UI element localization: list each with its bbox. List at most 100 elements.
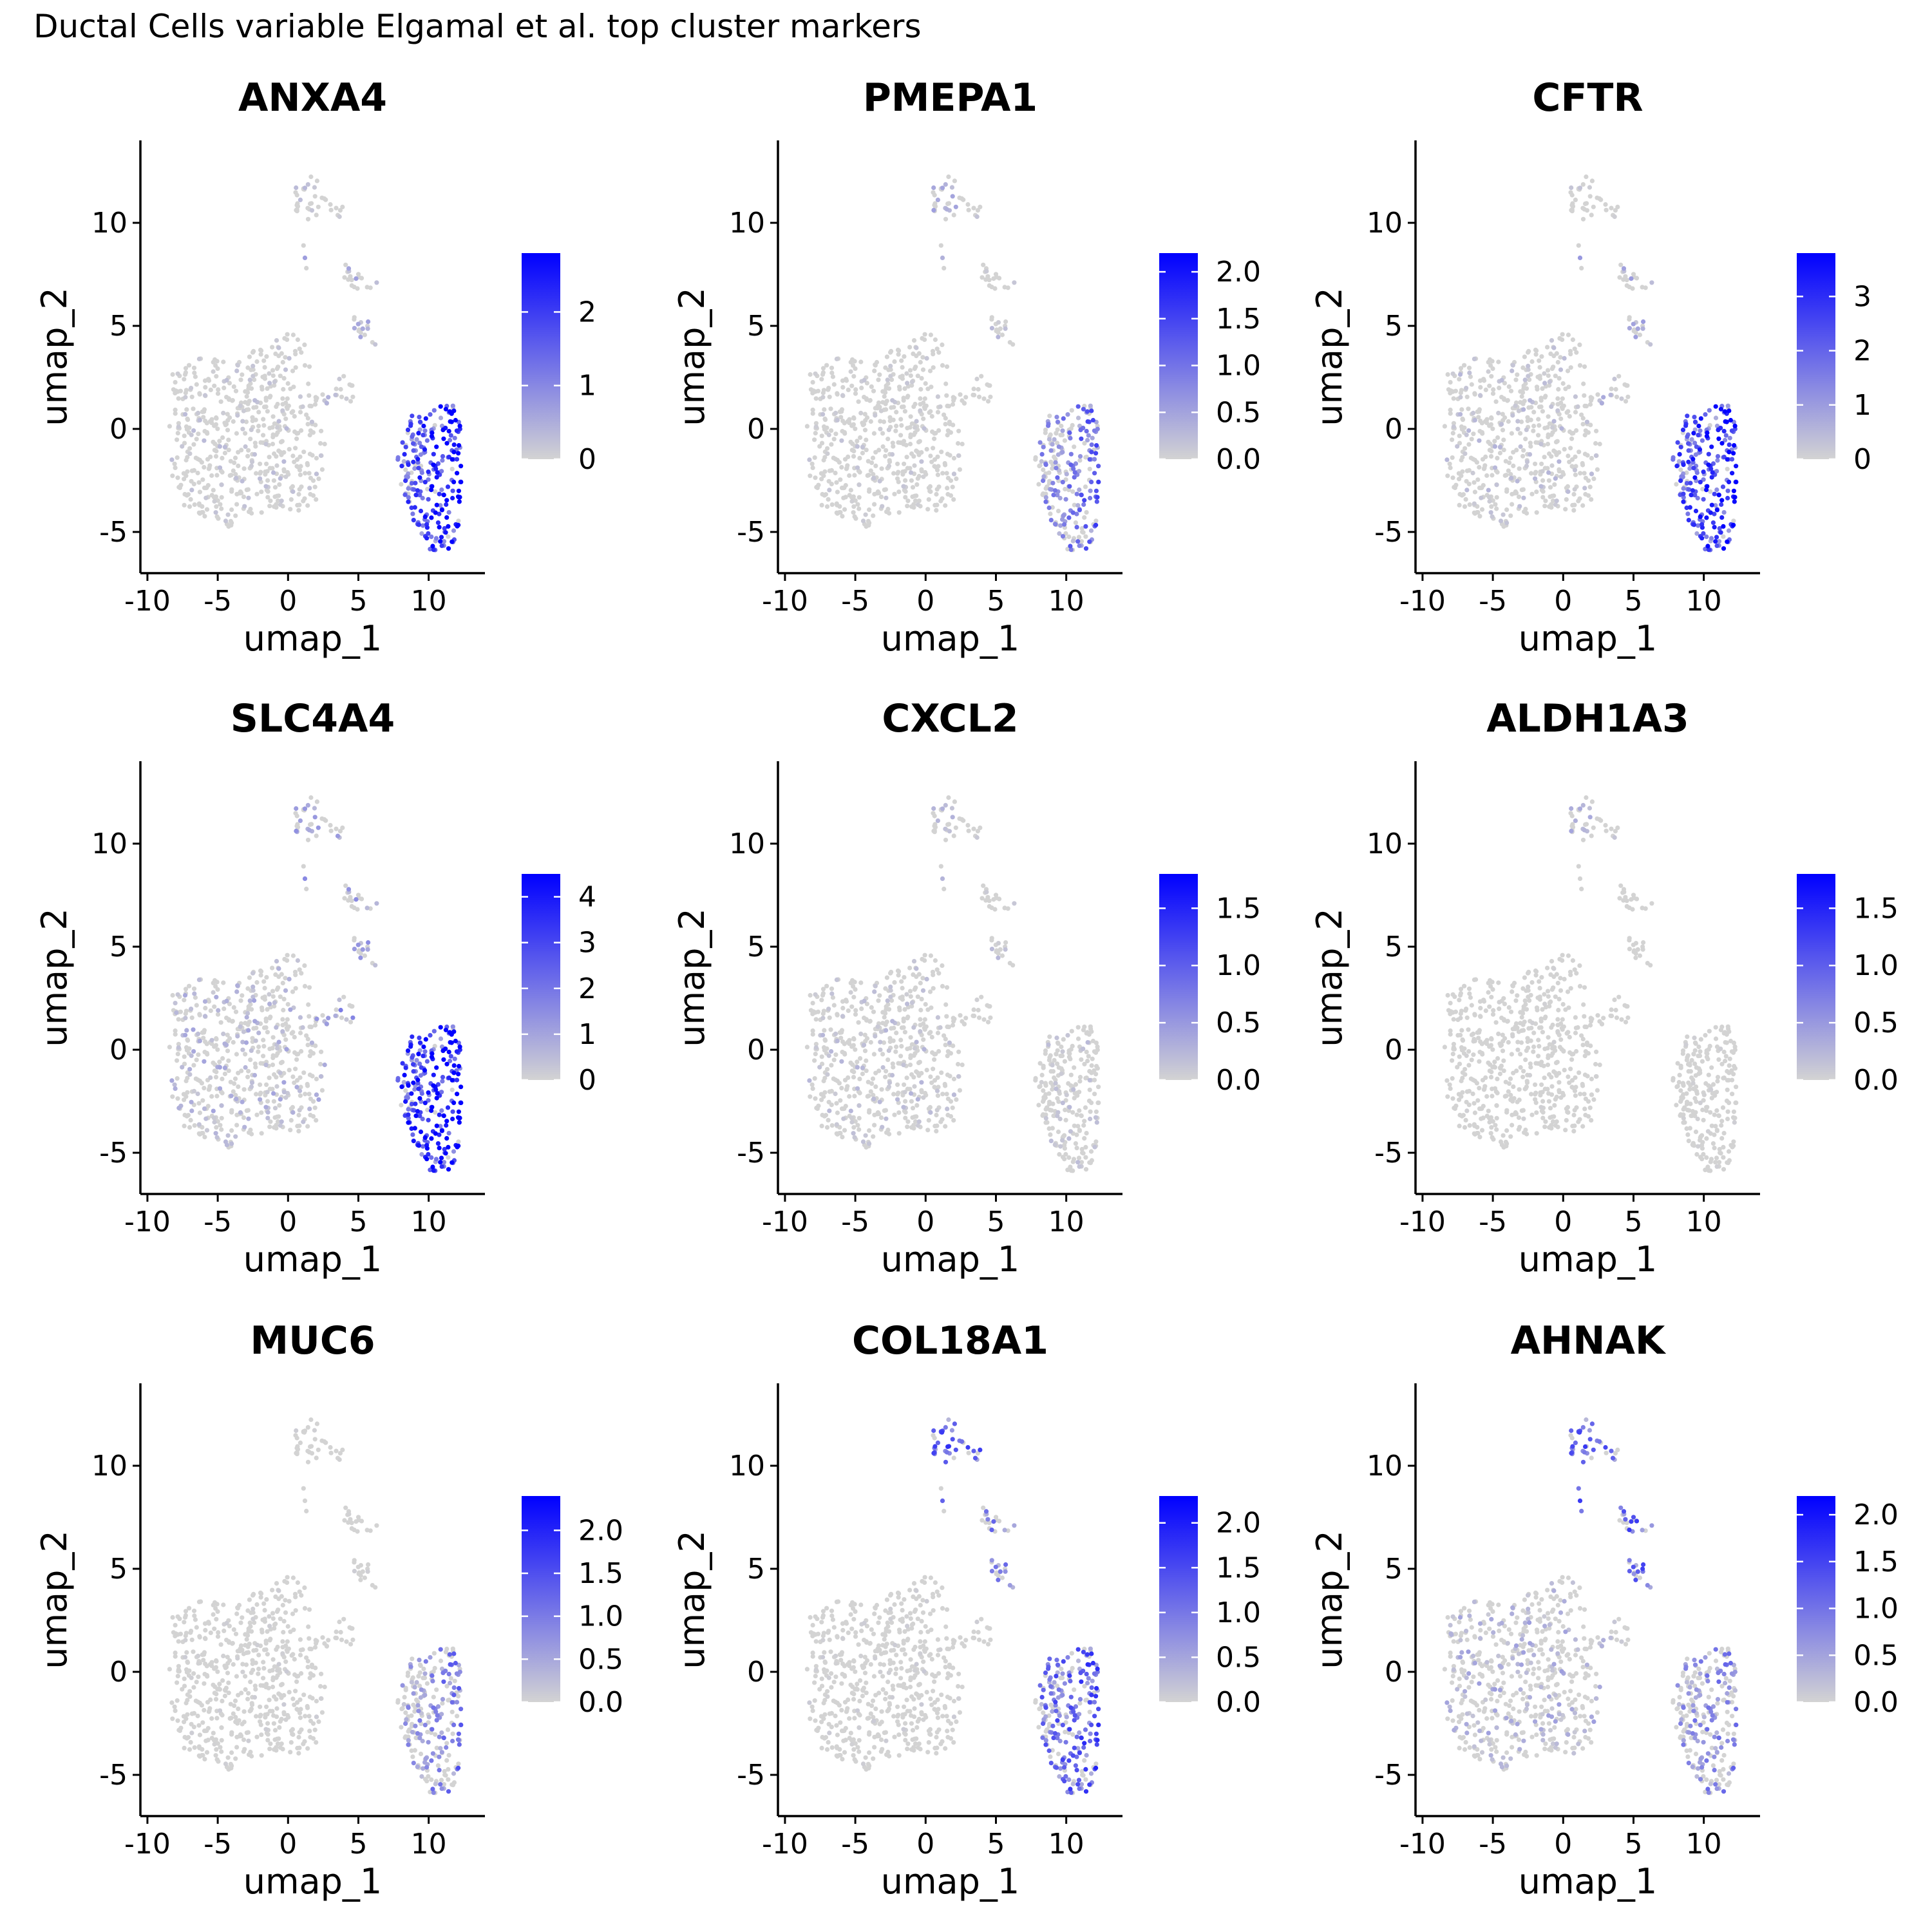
cell-point	[883, 1074, 888, 1079]
cell-point	[308, 475, 313, 480]
cell-point	[882, 1108, 887, 1113]
cell-point	[1463, 497, 1468, 502]
cell-point	[1567, 413, 1572, 419]
cell-point	[951, 1076, 956, 1082]
cell-point	[449, 1032, 454, 1037]
cell-point	[925, 507, 931, 512]
cell-point	[413, 1113, 419, 1119]
cell-point	[205, 1052, 210, 1057]
cell-point	[250, 418, 255, 424]
cell-point	[860, 450, 865, 456]
cell-point	[307, 433, 312, 438]
cell-point	[808, 1094, 813, 1099]
cell-point	[254, 491, 260, 497]
cell-point	[355, 321, 361, 327]
cell-point	[905, 381, 910, 386]
cell-point	[194, 1057, 199, 1063]
cell-point	[872, 502, 877, 507]
cell-point	[1498, 518, 1504, 524]
cell-point	[934, 507, 939, 513]
cell-point	[270, 994, 276, 999]
cell-point	[415, 488, 421, 493]
cell-point	[174, 1010, 179, 1016]
cell-point	[871, 1134, 876, 1139]
cell-point	[217, 444, 222, 449]
cell-point	[816, 1103, 821, 1108]
cell-point	[898, 1054, 904, 1059]
cell-point	[929, 1080, 934, 1085]
cell-point	[810, 1032, 815, 1037]
cell-point	[913, 365, 918, 370]
cell-point	[947, 453, 952, 458]
cell-point	[1731, 488, 1736, 493]
cell-point	[1069, 1028, 1074, 1034]
cell-point	[1067, 430, 1072, 435]
cell-point	[867, 1019, 873, 1024]
cell-point	[865, 473, 870, 478]
cell-point	[953, 825, 958, 830]
cell-point	[445, 1105, 451, 1110]
cell-point	[1496, 410, 1501, 416]
cell-point	[191, 1063, 196, 1068]
cell-point	[886, 427, 891, 433]
colorbar-tick-label: 1.0	[1216, 949, 1261, 982]
cell-point	[214, 1125, 219, 1130]
cell-point	[1542, 504, 1548, 509]
cell-point	[444, 1061, 450, 1066]
cell-point	[824, 1125, 830, 1130]
cell-point	[1499, 377, 1504, 383]
cell-point	[419, 470, 424, 475]
cell-point	[448, 1054, 453, 1059]
cell-point	[259, 510, 264, 515]
cell-point	[907, 368, 913, 373]
cell-point	[213, 1131, 218, 1136]
cell-point	[912, 463, 917, 468]
y-tick-label: -5	[99, 516, 128, 549]
cell-point	[184, 388, 189, 393]
cell-point	[354, 897, 359, 902]
cell-point	[887, 1080, 893, 1085]
cell-point	[1589, 178, 1595, 184]
cell-point	[819, 433, 824, 439]
cell-point	[334, 205, 339, 211]
cell-point	[305, 837, 311, 842]
cell-point	[868, 468, 873, 473]
cell-point	[834, 356, 839, 362]
cell-point	[448, 433, 453, 438]
cell-point	[1469, 437, 1474, 442]
cell-point	[240, 478, 245, 484]
cell-point	[1549, 463, 1555, 468]
cell-point	[1589, 497, 1594, 502]
cell-point	[346, 887, 352, 892]
cell-point	[272, 1125, 277, 1130]
cell-point	[1542, 381, 1548, 386]
cell-point	[265, 1099, 270, 1104]
colorbar-tick-label: 1.5	[1216, 303, 1261, 336]
cell-point	[1566, 332, 1571, 337]
cell-point	[424, 1146, 430, 1151]
cell-point	[1055, 475, 1060, 480]
cell-point	[1623, 399, 1629, 404]
cell-point	[261, 1044, 267, 1049]
cell-point	[433, 466, 439, 471]
cell-point	[858, 1031, 864, 1036]
cell-point	[1497, 444, 1502, 450]
cell-point	[1094, 1050, 1099, 1055]
cell-point	[858, 410, 864, 416]
cell-point	[430, 484, 435, 489]
cell-point	[182, 502, 187, 508]
x-tick-label: -5	[1479, 585, 1507, 618]
cell-point	[360, 326, 365, 331]
cell-point	[1546, 470, 1551, 475]
y-tick-label: 0	[109, 1034, 128, 1066]
cell-point	[918, 980, 923, 986]
cell-point	[853, 366, 858, 372]
cell-point	[365, 326, 370, 331]
cell-point	[1533, 471, 1538, 476]
x-tick-label: -10	[762, 585, 808, 618]
cell-point	[258, 461, 263, 466]
cell-point	[1582, 471, 1587, 476]
cell-point	[862, 395, 867, 400]
cell-point	[450, 1160, 455, 1165]
cell-point	[302, 983, 308, 989]
